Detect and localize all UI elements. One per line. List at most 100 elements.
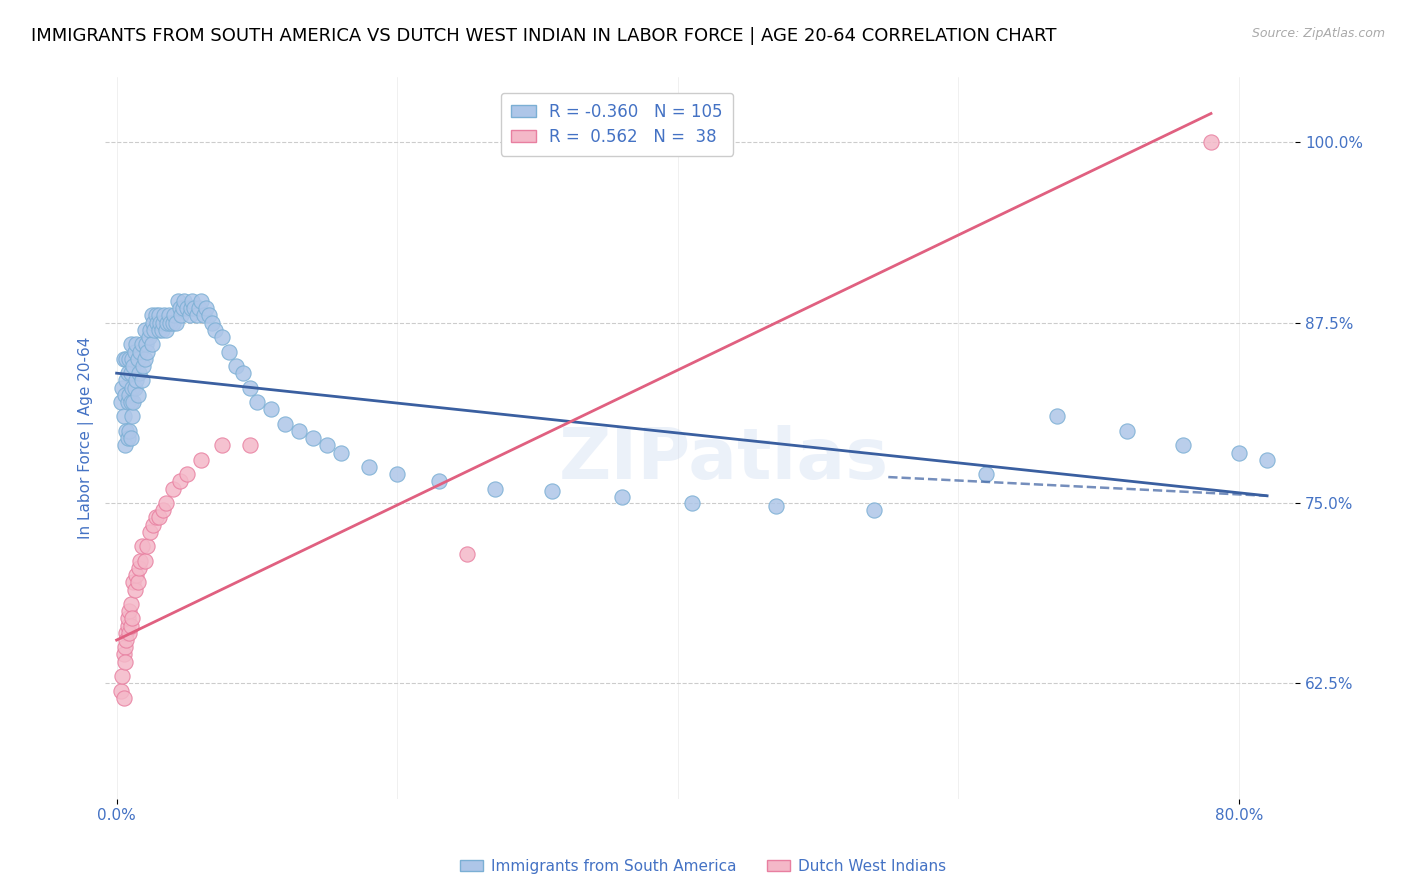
Point bbox=[193, 309, 215, 323]
Point bbox=[118, 604, 141, 618]
Point bbox=[114, 655, 136, 669]
Point bbox=[155, 496, 177, 510]
Point bbox=[681, 496, 703, 510]
Point bbox=[118, 625, 141, 640]
Point bbox=[863, 503, 886, 517]
Point bbox=[125, 568, 148, 582]
Point bbox=[128, 366, 150, 380]
Point bbox=[190, 293, 212, 308]
Point bbox=[180, 301, 202, 316]
Point bbox=[131, 539, 153, 553]
Point bbox=[141, 309, 163, 323]
Point bbox=[120, 366, 142, 380]
Point bbox=[127, 388, 149, 402]
Point bbox=[169, 475, 191, 489]
Point bbox=[484, 482, 506, 496]
Point bbox=[120, 395, 142, 409]
Point bbox=[149, 316, 172, 330]
Point bbox=[765, 499, 787, 513]
Point bbox=[128, 561, 150, 575]
Point bbox=[142, 517, 165, 532]
Point bbox=[146, 316, 169, 330]
Point bbox=[110, 395, 132, 409]
Point bbox=[232, 366, 254, 380]
Point bbox=[239, 438, 262, 452]
Point bbox=[114, 640, 136, 655]
Point bbox=[129, 344, 152, 359]
Point bbox=[112, 351, 135, 366]
Point bbox=[148, 323, 170, 337]
Point bbox=[172, 301, 194, 316]
Point bbox=[117, 618, 139, 632]
Point bbox=[157, 309, 180, 323]
Point bbox=[155, 323, 177, 337]
Point bbox=[145, 510, 167, 524]
Point bbox=[176, 301, 198, 316]
Point bbox=[181, 293, 204, 308]
Point bbox=[122, 395, 145, 409]
Point bbox=[115, 373, 138, 387]
Point bbox=[112, 648, 135, 662]
Point bbox=[152, 316, 174, 330]
Point bbox=[179, 309, 201, 323]
Point bbox=[1256, 452, 1278, 467]
Point bbox=[1171, 438, 1194, 452]
Point bbox=[359, 459, 381, 474]
Point bbox=[127, 351, 149, 366]
Point bbox=[129, 554, 152, 568]
Text: ZIPatlas: ZIPatlas bbox=[560, 425, 889, 494]
Point bbox=[118, 388, 141, 402]
Point bbox=[190, 452, 212, 467]
Point bbox=[132, 359, 155, 373]
Point bbox=[976, 467, 998, 482]
Point bbox=[176, 467, 198, 482]
Point bbox=[117, 611, 139, 625]
Point bbox=[122, 359, 145, 373]
Point bbox=[141, 337, 163, 351]
Point bbox=[127, 575, 149, 590]
Point bbox=[121, 611, 143, 625]
Point bbox=[162, 482, 184, 496]
Point bbox=[188, 301, 211, 316]
Point bbox=[540, 484, 562, 499]
Legend: R = -0.360   N = 105, R =  0.562   N =  38: R = -0.360 N = 105, R = 0.562 N = 38 bbox=[501, 93, 733, 155]
Point bbox=[136, 539, 159, 553]
Point bbox=[112, 409, 135, 424]
Point bbox=[170, 309, 193, 323]
Point bbox=[124, 381, 146, 395]
Point bbox=[117, 395, 139, 409]
Point bbox=[183, 301, 205, 316]
Point bbox=[110, 683, 132, 698]
Point bbox=[134, 554, 156, 568]
Point bbox=[201, 316, 224, 330]
Point bbox=[152, 503, 174, 517]
Point bbox=[120, 337, 142, 351]
Point bbox=[120, 618, 142, 632]
Point bbox=[150, 323, 173, 337]
Point bbox=[124, 582, 146, 597]
Point bbox=[165, 316, 187, 330]
Point bbox=[143, 323, 166, 337]
Point bbox=[114, 388, 136, 402]
Text: IMMIGRANTS FROM SOUTH AMERICA VS DUTCH WEST INDIAN IN LABOR FORCE | AGE 20-64 CO: IMMIGRANTS FROM SOUTH AMERICA VS DUTCH W… bbox=[31, 27, 1056, 45]
Point bbox=[610, 490, 633, 504]
Point bbox=[135, 337, 157, 351]
Point bbox=[195, 301, 218, 316]
Point bbox=[1199, 136, 1222, 150]
Point bbox=[115, 633, 138, 648]
Point bbox=[111, 381, 134, 395]
Point bbox=[115, 625, 138, 640]
Point bbox=[330, 445, 353, 459]
Point bbox=[169, 301, 191, 316]
Point bbox=[162, 316, 184, 330]
Point bbox=[1227, 445, 1250, 459]
Point bbox=[198, 309, 221, 323]
Point bbox=[122, 575, 145, 590]
Y-axis label: In Labor Force | Age 20-64: In Labor Force | Age 20-64 bbox=[79, 337, 94, 540]
Point bbox=[387, 467, 409, 482]
Point bbox=[274, 417, 297, 431]
Point bbox=[302, 431, 325, 445]
Point bbox=[125, 373, 148, 387]
Point bbox=[118, 351, 141, 366]
Point bbox=[139, 524, 162, 539]
